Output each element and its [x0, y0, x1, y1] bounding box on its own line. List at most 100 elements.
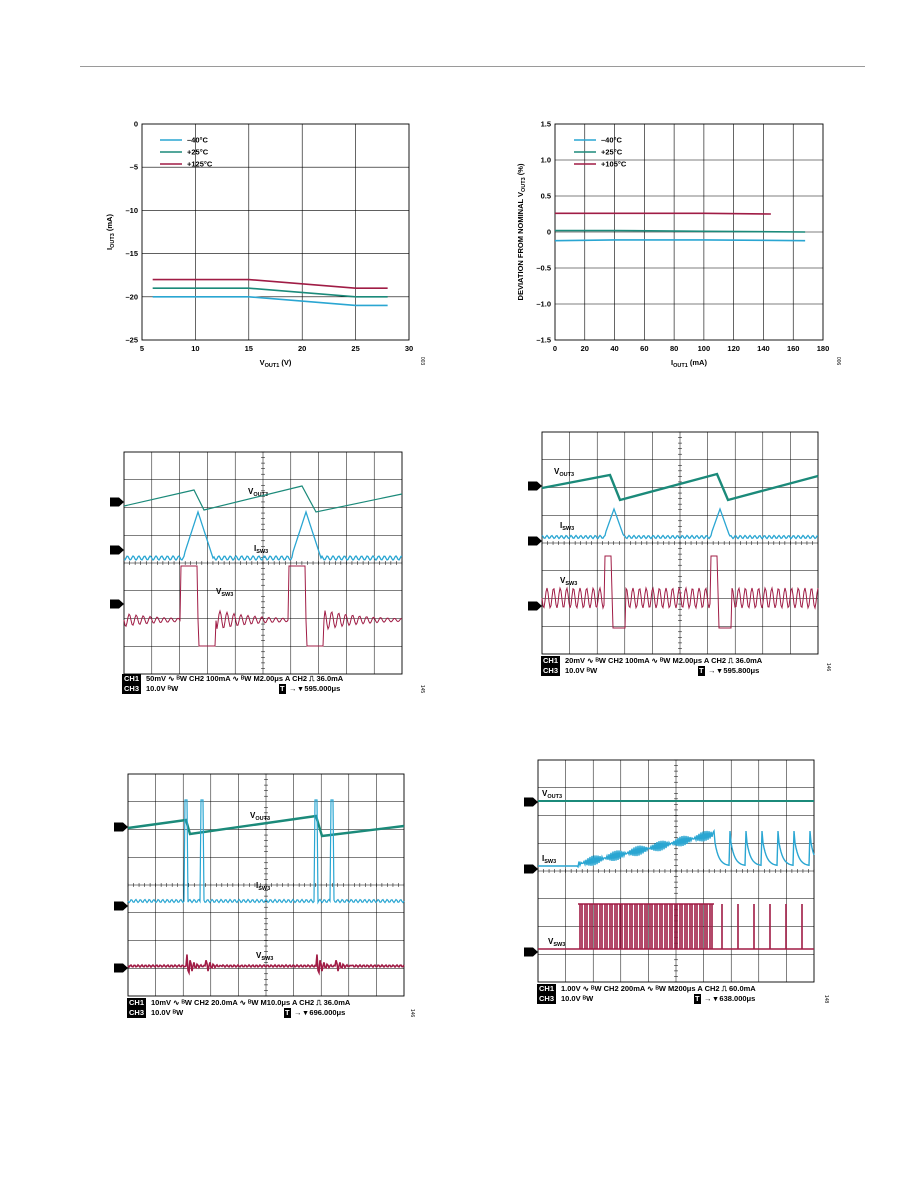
scope-svg: VOUT3 ISW3 VSW3 1 2 3	[110, 451, 403, 675]
x-tick-label: 15	[245, 344, 253, 353]
chart-svg: 5 10 15 20 25 30 0 –5 –10 –15 –20 –25 VOUT1 (V) IOUT3…	[105, 120, 413, 370]
figure-number: 003	[419, 356, 426, 366]
series-line	[554, 239, 806, 242]
y-tick-label: –10	[125, 206, 138, 215]
channel-marker	[114, 901, 128, 911]
scope-capture-1: VOUT3 ISW3 VSW3 1 2 3	[106, 446, 406, 675]
y-axis-title: IOUT3 (mA)	[105, 214, 116, 250]
y-axis-title: DEVIATION FROM NOMINAL VOUT3 (%)	[516, 163, 527, 300]
trace-label-isw3: ISW3	[542, 854, 556, 865]
trace-vsw3	[123, 565, 402, 647]
ch1-badge: CH1	[541, 656, 561, 666]
settings-line-1: 1.00V ∿ ᴮW CH2 200mA ∿ ᴮW M200μs A CH2 ⎍…	[561, 984, 756, 993]
trigger-badge: T	[284, 1008, 291, 1018]
figure-number: 006	[835, 356, 842, 366]
channel-marker-label: 3	[112, 602, 116, 609]
x-axis-title: IOUT1 (mA)	[671, 358, 707, 369]
channel-marker	[528, 601, 542, 611]
x-tick-label: 25	[351, 344, 359, 353]
channel-marker	[110, 599, 124, 609]
trace-label-isw3: ISW3	[254, 544, 268, 555]
scope-capture-3: VOUT3 ISW3 VSW3 1 2 3	[110, 770, 410, 998]
scope-frame	[127, 773, 405, 997]
y-tick-label: 0	[547, 228, 551, 237]
channel-marker	[110, 497, 124, 507]
series-line	[152, 296, 388, 307]
scope-capture-2: VOUT3 ISW3 VSW3 1 2 3	[524, 428, 824, 656]
channel-marker	[528, 536, 542, 546]
figure-number: 148	[823, 994, 830, 1004]
settings-line-2: 10.0V ᴮW	[146, 684, 179, 693]
settings-line-2: 10.0V ᴮW	[561, 994, 594, 1003]
figure-number: 145	[419, 684, 426, 694]
legend-label: +125°C	[187, 160, 213, 169]
ch3-badge: CH3	[127, 1008, 147, 1018]
plot-frame	[141, 123, 410, 341]
trace-label-vout3: VOUT3	[248, 487, 268, 498]
series-line	[152, 287, 388, 298]
trace-vout3	[123, 485, 403, 513]
trace-label-vsw3: VSW3	[548, 937, 565, 948]
plot-frame	[554, 123, 824, 341]
ch1-badge: CH1	[122, 674, 142, 684]
scope-svg: VOUT3 ISW3 VSW3 1 2 3	[524, 759, 815, 983]
x-tick-label: 40	[610, 344, 618, 353]
trace-label-vsw3: VSW3	[560, 576, 577, 587]
trace-vout3	[541, 472, 819, 502]
channel-marker-label: 1	[112, 500, 116, 507]
trace-isw3	[538, 828, 815, 869]
channel-marker-label: 3	[530, 604, 534, 611]
trace-label-vsw3: VSW3	[216, 587, 233, 598]
trace-isw3	[123, 509, 403, 561]
channel-marker	[528, 481, 542, 491]
settings-line-1: 20mV ∿ ᴮW CH2 100mA ∿ ᴮW M2.00μs A CH2 ⎍…	[565, 656, 763, 665]
header-rule	[80, 66, 865, 67]
trace-isw3	[127, 799, 405, 905]
trace-label-vsw3: VSW3	[256, 951, 273, 962]
trigger-badge: T	[279, 684, 286, 694]
trace-isw3	[541, 507, 819, 540]
x-tick-label: 140	[757, 344, 770, 353]
trace-vsw3	[538, 904, 814, 950]
channel-marker-label: 2	[116, 904, 120, 911]
series-line	[555, 212, 771, 215]
chart-iout3-vs-vout1: 5 10 15 20 25 30 0 –5 –10 –15 –20 –25 VOUT1 (V) IOUT3…	[100, 116, 440, 378]
settings-line-2: 10.0V ᴮW	[151, 1008, 184, 1017]
channel-marker	[524, 797, 538, 807]
scope-svg: VOUT3 ISW3 VSW3 1 2 3	[114, 773, 405, 997]
channel-marker-label: 1	[530, 484, 534, 491]
figure-number: 146	[825, 662, 832, 672]
trace-label-vout3: VOUT3	[542, 789, 562, 800]
channel-marker-label: 2	[112, 548, 116, 555]
x-tick-label: 0	[553, 344, 557, 353]
x-tick-label: 5	[140, 344, 144, 353]
trace-vsw3	[541, 555, 819, 629]
ch3-badge: CH3	[541, 666, 561, 676]
legend-label: +25°C	[187, 148, 209, 157]
legend-label: +105°C	[601, 160, 627, 169]
chart-vout3-deviation-vs-iout1: 0 20 40 60 80 100 120 140 160 180 1.5 1.0 0.5 0 –0.5 –1…	[510, 116, 850, 378]
channel-marker	[114, 963, 128, 973]
scope-frame	[537, 759, 815, 983]
trace-label-vout3: VOUT3	[250, 811, 270, 822]
y-tick-label: 0.5	[541, 192, 551, 201]
x-tick-label: 60	[640, 344, 648, 353]
trigger-position: → ▾ 595.800μs	[708, 666, 760, 675]
y-tick-label: –25	[125, 336, 138, 345]
x-axis-title: VOUT1 (V)	[260, 358, 292, 369]
x-tick-label: 80	[670, 344, 678, 353]
y-tick-label: –0.5	[536, 264, 551, 273]
y-tick-label: 1.5	[541, 120, 551, 129]
trace-label-isw3: ISW3	[256, 881, 270, 892]
x-tick-label: 20	[298, 344, 306, 353]
channel-marker	[524, 947, 538, 957]
figure-number: 146	[409, 1008, 416, 1018]
trigger-badge: T	[694, 994, 701, 1004]
legend-label: +25°C	[601, 148, 623, 157]
channel-marker-label: 1	[116, 825, 120, 832]
ch3-badge: CH3	[122, 684, 142, 694]
y-tick-label: 0	[134, 120, 138, 129]
y-tick-label: –5	[130, 163, 138, 172]
channel-marker	[524, 864, 538, 874]
trigger-position: → ▾ 595.000μs	[289, 684, 341, 693]
